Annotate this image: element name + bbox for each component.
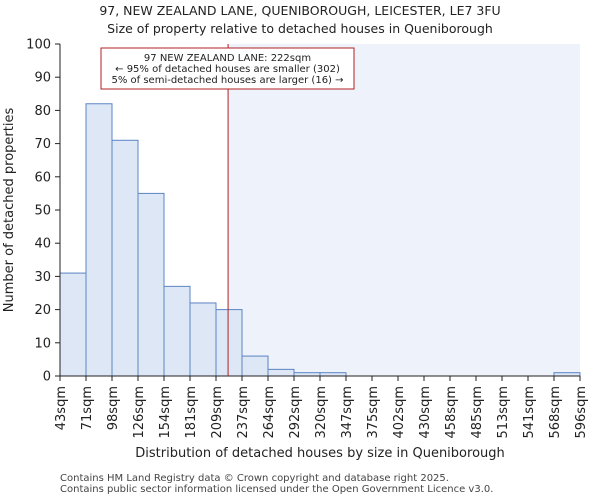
bar-126sqm (137, 192, 165, 377)
x-tick-label: 154sqm (158, 386, 173, 439)
y-tick-label: 100 (26, 38, 51, 53)
y-tick-label: 60 (34, 170, 51, 185)
x-tick-label: 43sqm (54, 386, 69, 430)
bar-98sqm (111, 139, 139, 377)
y-tick-label: 0 (43, 370, 51, 385)
y-tick-label: 10 (34, 336, 51, 351)
x-tick-label: 402sqm (392, 386, 407, 439)
x-tick-label: 568sqm (548, 386, 563, 439)
y-tick-label: 90 (34, 71, 51, 86)
y-tick-label: 50 (34, 204, 51, 219)
bar-264sqm (267, 368, 295, 377)
bar-237sqm (241, 355, 269, 377)
x-tick-label: 485sqm (470, 386, 485, 439)
y-tick-label: 40 (34, 237, 51, 252)
footer-licence: Contains public sector information licen… (60, 484, 494, 495)
chart-subtitle: Size of property relative to detached ho… (107, 21, 493, 36)
annotation-line-1: 97 NEW ZEALAND LANE: 222sqm (144, 53, 311, 64)
shaded-region (228, 44, 581, 376)
x-axis-label: Distribution of detached houses by size … (135, 446, 505, 461)
chart-title: 97, NEW ZEALAND LANE, QUENIBOROUGH, LEIC… (99, 3, 501, 18)
bar-154sqm (163, 285, 191, 377)
x-tick-label: 458sqm (444, 386, 459, 439)
annotation-box (100, 47, 355, 90)
x-tick-label: 181sqm (184, 386, 199, 439)
x-tick-label: 347sqm (340, 386, 355, 439)
annotation-line-3: 5% of semi-detached houses are larger (1… (111, 75, 343, 86)
y-tick-label: 30 (34, 270, 51, 285)
x-tick-label: 513sqm (496, 386, 511, 439)
y-tick-label: 20 (34, 303, 51, 318)
y-axis-label: Number of detached properties (2, 108, 17, 313)
x-tick-label: 98sqm (106, 386, 121, 430)
x-tick-label: 264sqm (262, 386, 277, 439)
x-tick-label: 596sqm (574, 386, 589, 439)
x-tick-label: 71sqm (80, 386, 95, 430)
x-tick-label: 375sqm (366, 386, 381, 439)
footer-copyright: Contains HM Land Registry data © Crown c… (60, 473, 449, 484)
bar-71sqm (85, 103, 113, 377)
x-tick-label: 126sqm (132, 386, 147, 439)
y-tick-label: 80 (34, 104, 51, 119)
x-tick-label: 209sqm (210, 386, 225, 439)
bar-209sqm (215, 309, 243, 377)
bar-43sqm (59, 272, 87, 377)
x-tick-label: 541sqm (522, 386, 537, 439)
y-tick-label: 70 (34, 137, 51, 152)
x-tick-label: 320sqm (314, 386, 329, 439)
x-tick-label: 430sqm (418, 386, 433, 439)
x-tick-label: 237sqm (236, 386, 251, 439)
bar-181sqm (189, 302, 217, 377)
annotation-line-2: ← 95% of detached houses are smaller (30… (115, 64, 340, 75)
x-tick-label: 292sqm (288, 386, 303, 439)
